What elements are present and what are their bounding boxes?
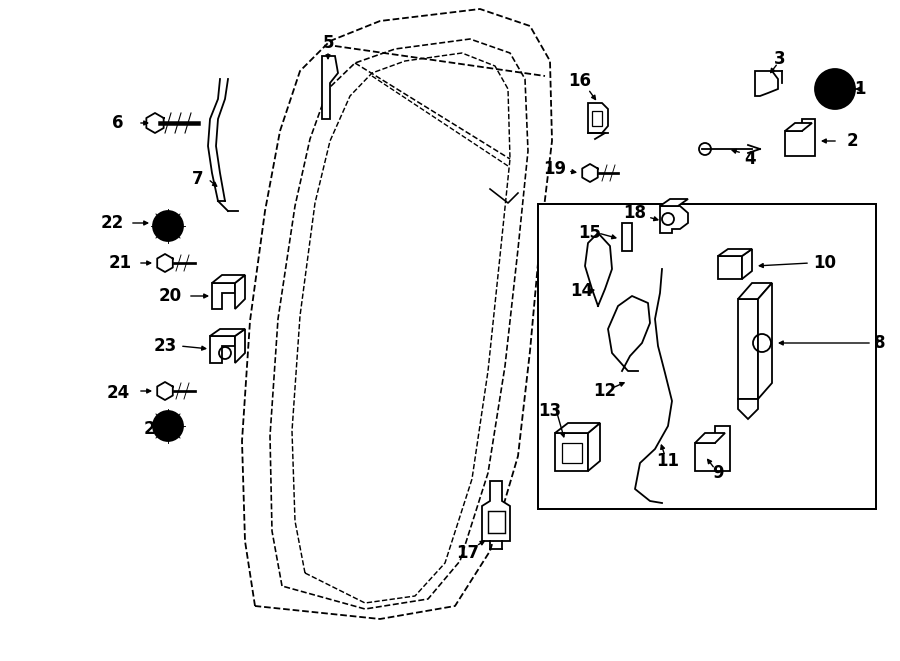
Text: 13: 13 (538, 402, 562, 420)
Circle shape (153, 411, 183, 441)
Polygon shape (322, 56, 338, 119)
Polygon shape (235, 329, 245, 363)
Text: 8: 8 (874, 334, 886, 352)
Polygon shape (555, 423, 600, 433)
Polygon shape (695, 433, 725, 443)
Text: 1: 1 (854, 80, 866, 98)
Polygon shape (785, 123, 812, 131)
Text: 17: 17 (456, 544, 480, 562)
Polygon shape (718, 256, 742, 279)
Text: 10: 10 (814, 254, 836, 272)
Text: 11: 11 (656, 452, 680, 470)
Polygon shape (212, 275, 245, 283)
Text: 5: 5 (322, 34, 334, 52)
Polygon shape (235, 275, 245, 309)
Polygon shape (488, 511, 505, 533)
Text: 19: 19 (544, 160, 567, 178)
Polygon shape (562, 443, 582, 463)
Circle shape (815, 69, 855, 109)
Text: 6: 6 (112, 114, 124, 132)
Polygon shape (718, 249, 752, 256)
Polygon shape (622, 223, 632, 251)
Polygon shape (755, 71, 778, 96)
Polygon shape (738, 283, 772, 299)
Polygon shape (482, 481, 510, 541)
Polygon shape (758, 283, 772, 399)
Text: 16: 16 (569, 72, 591, 90)
Text: 3: 3 (774, 50, 786, 68)
Polygon shape (695, 426, 730, 471)
Polygon shape (660, 199, 688, 206)
Text: 21: 21 (108, 254, 131, 272)
Text: 15: 15 (579, 224, 601, 242)
Text: 20: 20 (158, 287, 182, 305)
Polygon shape (212, 283, 235, 309)
Polygon shape (785, 119, 815, 156)
Bar (538, 204, 876, 509)
Polygon shape (738, 399, 758, 419)
Text: 22: 22 (101, 214, 123, 232)
Polygon shape (592, 111, 602, 126)
Polygon shape (738, 299, 758, 399)
Polygon shape (588, 103, 608, 133)
Text: 18: 18 (624, 204, 646, 222)
Polygon shape (742, 249, 752, 279)
Text: 7: 7 (193, 170, 203, 188)
Text: 12: 12 (593, 382, 616, 400)
Text: 14: 14 (571, 282, 594, 300)
Text: 2: 2 (846, 132, 858, 150)
Circle shape (153, 211, 183, 241)
Polygon shape (555, 433, 588, 471)
Text: 4: 4 (744, 150, 756, 168)
Text: 24: 24 (106, 384, 130, 402)
Text: 25: 25 (143, 420, 166, 438)
Polygon shape (210, 336, 235, 363)
Polygon shape (588, 423, 600, 471)
Polygon shape (210, 329, 245, 336)
Polygon shape (660, 206, 688, 233)
Text: 23: 23 (153, 337, 176, 355)
Text: 9: 9 (712, 464, 724, 482)
